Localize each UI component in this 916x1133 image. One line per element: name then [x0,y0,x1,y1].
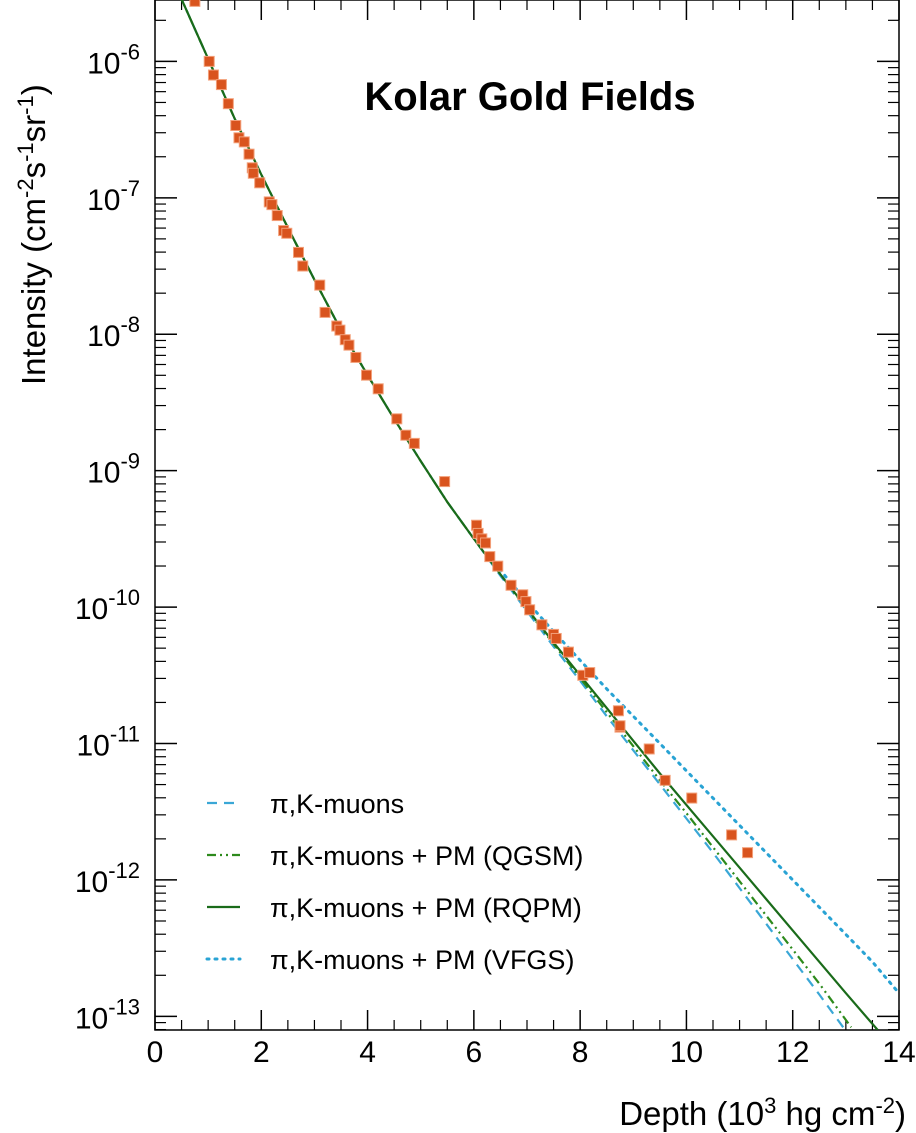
y-tick-label: 10-9 [87,449,140,490]
x-tick-label: 0 [147,1036,164,1069]
data-point [686,792,698,804]
data-point [203,55,215,67]
x-tick-label: 8 [572,1036,589,1069]
legend-label: π,K-muons + PM (VFGS) [270,945,574,975]
data-point [343,339,355,351]
data-point [207,69,219,81]
data-point [254,177,266,189]
series-line-3 [180,0,879,1030]
data-point [314,279,326,291]
data-point [505,579,517,591]
y-tick-label: 10-10 [75,585,140,626]
data-point [612,705,624,717]
x-tick-label: 6 [466,1036,483,1069]
data-point [659,774,671,786]
data-point [643,743,655,755]
data-point [350,351,362,363]
data-point [408,437,420,449]
data-point [361,369,373,381]
series-lines [180,0,899,1030]
x-tick-label: 2 [253,1036,270,1069]
plot-frame [154,0,900,1031]
data-point [243,148,255,160]
data-point [247,167,259,179]
series-line-2 [180,0,853,1028]
legend: π,K-muons π,K-muons + PM (QGSM) π,K-muons … [205,789,583,975]
data-point [584,667,596,679]
y-axis-ticks: 10-6 10-7 10-8 10-9 10-10 10-11 10-12 10-13 [75,19,899,1035]
data-point [334,324,346,336]
data-point [266,199,278,211]
data-point [292,246,304,258]
x-tick-label: 12 [776,1036,809,1069]
y-tick-label: 10-7 [87,176,140,217]
data-point [726,829,738,841]
y-tick-label: 10-8 [87,312,140,353]
data-point [524,604,536,616]
data-point [614,720,626,732]
data-point [297,260,309,272]
x-axis-title: Depth (103 hg cm-2) [619,1093,906,1132]
legend-label: π,K-muons + PM (RQPM) [270,893,582,923]
data-point [238,136,250,148]
data-point [391,413,403,425]
data-point [480,537,492,549]
data-point [400,429,412,441]
data-point [319,306,331,318]
data-point [550,632,562,644]
y-tick-label: 10-6 [87,39,140,80]
x-tick-label: 14 [882,1036,915,1069]
x-tick-label: 10 [670,1036,703,1069]
y-tick-label: 10-11 [76,722,140,763]
data-point [484,551,496,563]
data-point [492,560,504,572]
y-tick-label: 10-12 [75,858,140,899]
data-point [562,646,574,658]
data-point [439,476,451,488]
data-point [215,79,227,91]
legend-label: π,K-muons [270,789,404,819]
data-point [536,619,548,631]
data-point [230,120,242,132]
data-point [372,383,384,395]
x-tick-label: 4 [359,1036,376,1069]
chart-title: Kolar Gold Fields [364,75,695,119]
data-point [271,210,283,222]
x-axis-ticks: 0 2 4 6 8 10 12 14 [147,0,916,1069]
data-points [189,0,754,859]
y-tick-label: 10-13 [75,994,140,1035]
legend-label: π,K-muons + PM (QGSM) [270,841,583,871]
y-axis-title: Intensity (cm-2s-1sr-1) [13,84,52,385]
data-point [222,98,234,110]
data-point [742,847,754,859]
series-line-4 [488,555,899,995]
data-point [281,227,293,239]
data-point [189,0,201,7]
